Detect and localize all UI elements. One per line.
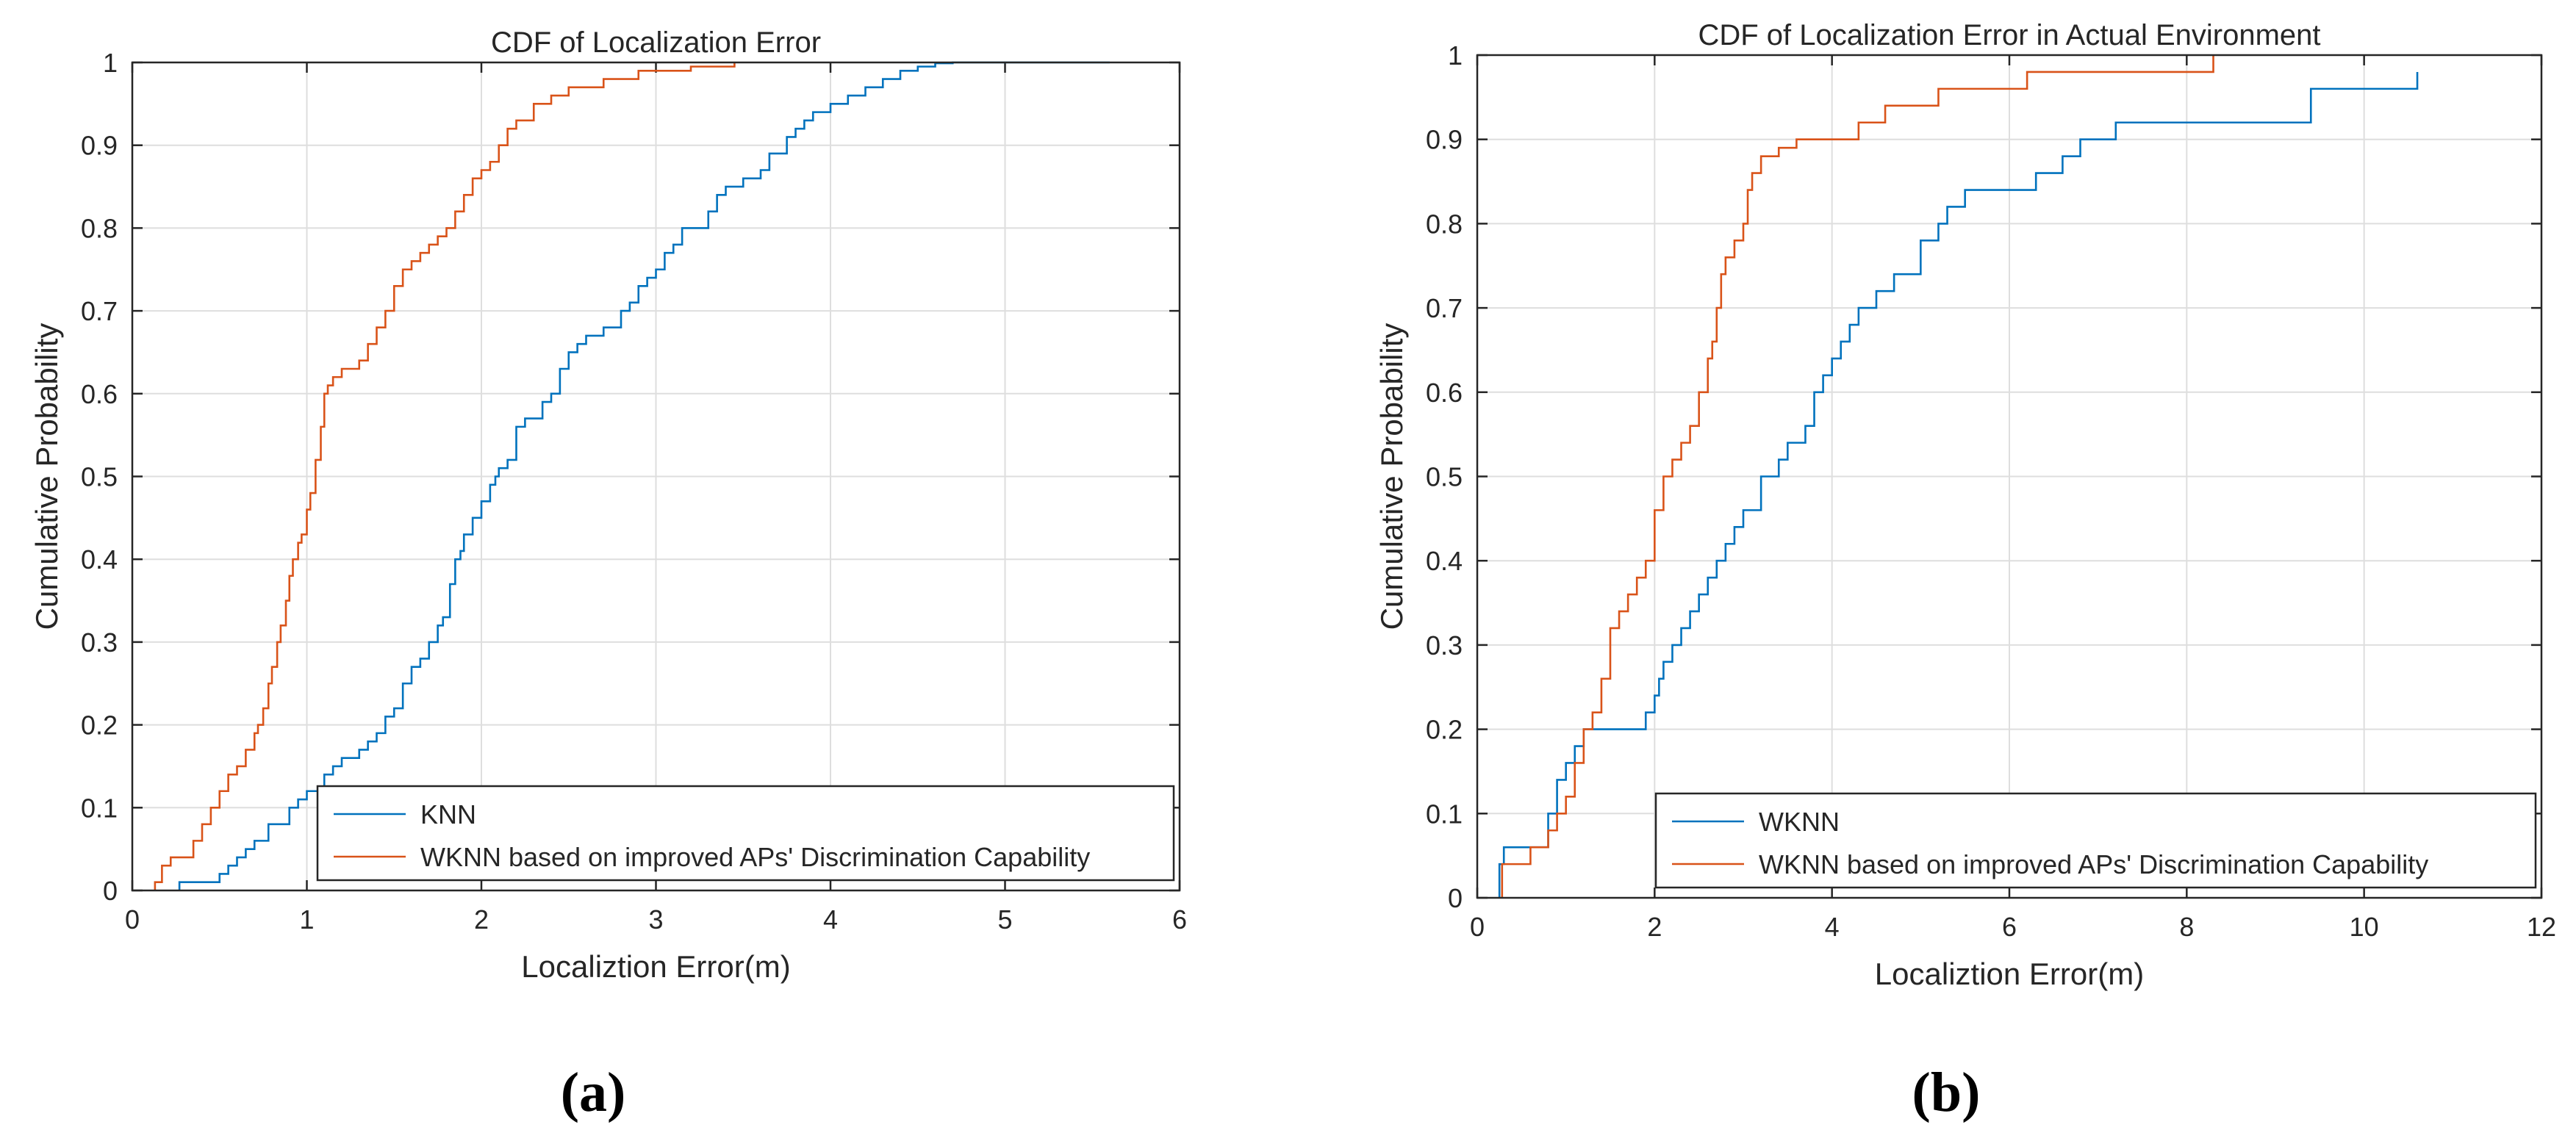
y-tick-label: 0 (1448, 883, 1463, 913)
legend-entry: KNN (420, 799, 476, 829)
y-tick-label: 0.7 (81, 296, 118, 326)
y-tick-label: 0.9 (81, 131, 118, 161)
y-tick-label: 0.8 (81, 213, 118, 243)
y-tick-label: 0 (103, 876, 118, 906)
y-tick-label: 0.5 (81, 462, 118, 492)
x-tick-label: 10 (2350, 912, 2379, 942)
x-tick-label: 2 (1647, 912, 1662, 942)
x-tick-label: 8 (2179, 912, 2194, 942)
legend-entry: WKNN based on improved APs' Discriminati… (1759, 849, 2428, 879)
chart-title: CDF of Localization Error in Actual Envi… (1698, 19, 2320, 51)
y-tick-label: 0.3 (1426, 630, 1463, 661)
x-tick-label: 0 (1470, 912, 1485, 942)
y-tick-label: 0.4 (1426, 546, 1463, 576)
y-axis-label: Cumulative Probability (29, 323, 64, 630)
y-tick-label: 0.3 (81, 627, 118, 658)
x-tick-label: 4 (823, 904, 838, 935)
series-line-primary (178, 61, 1110, 890)
legend-entry: WKNN (1759, 807, 1840, 837)
panel-label: (a) (561, 1062, 626, 1123)
y-axis-label: Cumulative Probability (1374, 323, 1409, 630)
y-tick-label: 0.9 (1426, 125, 1463, 155)
x-axis-label: Localiztion Error(m) (521, 949, 790, 984)
series-line-improved (154, 62, 736, 890)
y-tick-label: 0.7 (1426, 293, 1463, 323)
y-tick-label: 0.1 (1426, 799, 1463, 829)
y-tick-label: 0.2 (1426, 715, 1463, 745)
x-tick-label: 5 (997, 904, 1012, 935)
y-tick-label: 0.8 (1426, 209, 1463, 239)
x-tick-label: 12 (2527, 912, 2556, 942)
axes-frame (131, 61, 1181, 892)
series-line-primary (1498, 71, 2419, 898)
y-tick-label: 1 (1448, 40, 1463, 71)
panel-label: (b) (1912, 1062, 1981, 1123)
x-tick-label: 6 (1172, 904, 1187, 935)
chart-b: 0 2 4 6 8 10 12 0 0.1 0.2 0.3 0.4 0.5 0.6 0.7 0.8 0.9 1 CD… (1374, 19, 2556, 1123)
chart-a: 0 1 2 3 4 5 6 0 0.1 0.2 0.3 0.4 0.5 0.6 0.7 0.8 0.9 1 CDF … (29, 26, 1187, 1123)
legend-box (1654, 792, 2537, 889)
series-line-improved (1501, 55, 2214, 898)
legend-entry: WKNN based on improved APs' Discriminati… (420, 842, 1090, 872)
y-tick-label: 1 (103, 48, 118, 78)
x-tick-label: 2 (474, 904, 489, 935)
x-tick-label: 4 (1825, 912, 1840, 942)
y-tick-label: 0.2 (81, 710, 118, 741)
legend: WKNN WKNN based on improved APs' Discrimi… (1654, 792, 2537, 889)
legend: KNN WKNN based on improved APs' Discrimin… (316, 785, 1175, 882)
y-tick-label: 0.4 (81, 544, 118, 575)
gridlines (132, 62, 1180, 890)
y-tick-label: 0.6 (81, 379, 118, 409)
x-tick-label: 3 (648, 904, 663, 935)
x-tick-label: 1 (299, 904, 314, 935)
y-tick-label: 0.5 (1426, 462, 1463, 492)
x-tick-label: 0 (125, 904, 140, 935)
y-tick-label: 0.1 (81, 793, 118, 823)
chart-title: CDF of Localization Error (491, 26, 821, 59)
x-axis-label: Localiztion Error(m) (1875, 957, 2144, 991)
legend-box (316, 785, 1175, 882)
axes-frame (1476, 54, 2543, 899)
y-tick-label: 0.6 (1426, 378, 1463, 408)
x-tick-label: 6 (2002, 912, 2017, 942)
